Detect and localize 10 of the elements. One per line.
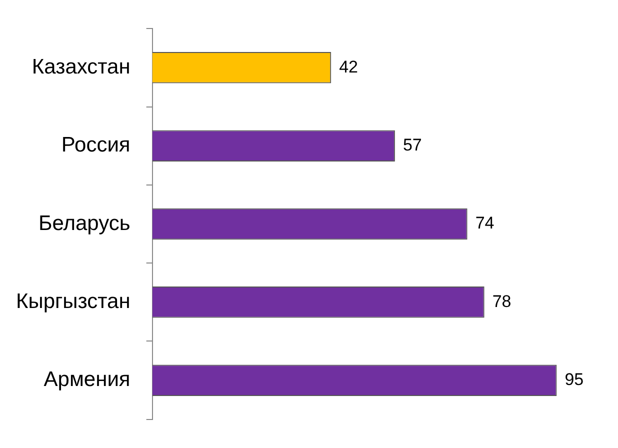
data-label: 42	[339, 57, 358, 76]
y-tick-label: Армения	[44, 368, 130, 392]
data-label: 78	[492, 292, 512, 311]
y-tick-label: Кыргызстан	[16, 290, 130, 313]
data-label: 95	[564, 370, 584, 390]
y-tick-label: Беларусь	[38, 212, 130, 235]
data-label: 74	[475, 214, 494, 233]
data-label: 57	[402, 136, 422, 155]
y-tick-label: Россия	[61, 134, 130, 157]
y-tick-label: Казахстан	[32, 55, 130, 78]
